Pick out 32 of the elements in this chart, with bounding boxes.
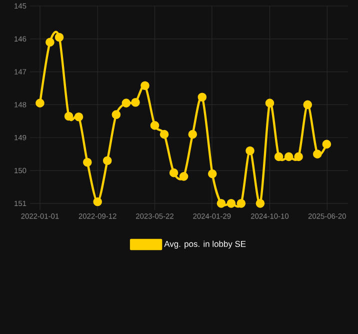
point xyxy=(64,112,74,121)
point xyxy=(188,130,198,139)
point xyxy=(322,140,332,149)
legend-label: Avg. pos. in lobby SE xyxy=(164,240,246,249)
point xyxy=(265,98,274,108)
point xyxy=(303,100,312,110)
point xyxy=(208,169,217,178)
point xyxy=(179,172,188,181)
point xyxy=(140,81,150,90)
point xyxy=(74,112,84,122)
point xyxy=(54,32,64,42)
point xyxy=(246,146,254,156)
point xyxy=(82,158,92,167)
point xyxy=(160,130,169,139)
point xyxy=(226,199,236,208)
point xyxy=(216,199,226,208)
point xyxy=(131,98,140,107)
point xyxy=(150,121,160,130)
point xyxy=(236,199,246,208)
point xyxy=(256,199,265,208)
point xyxy=(294,152,303,162)
point xyxy=(93,197,102,206)
point xyxy=(46,38,54,47)
point xyxy=(274,152,284,162)
point xyxy=(112,110,121,119)
point xyxy=(312,150,322,158)
point xyxy=(36,98,44,108)
point xyxy=(122,98,131,108)
point xyxy=(169,168,178,178)
point xyxy=(284,152,294,162)
point xyxy=(198,92,207,102)
point xyxy=(102,156,112,166)
